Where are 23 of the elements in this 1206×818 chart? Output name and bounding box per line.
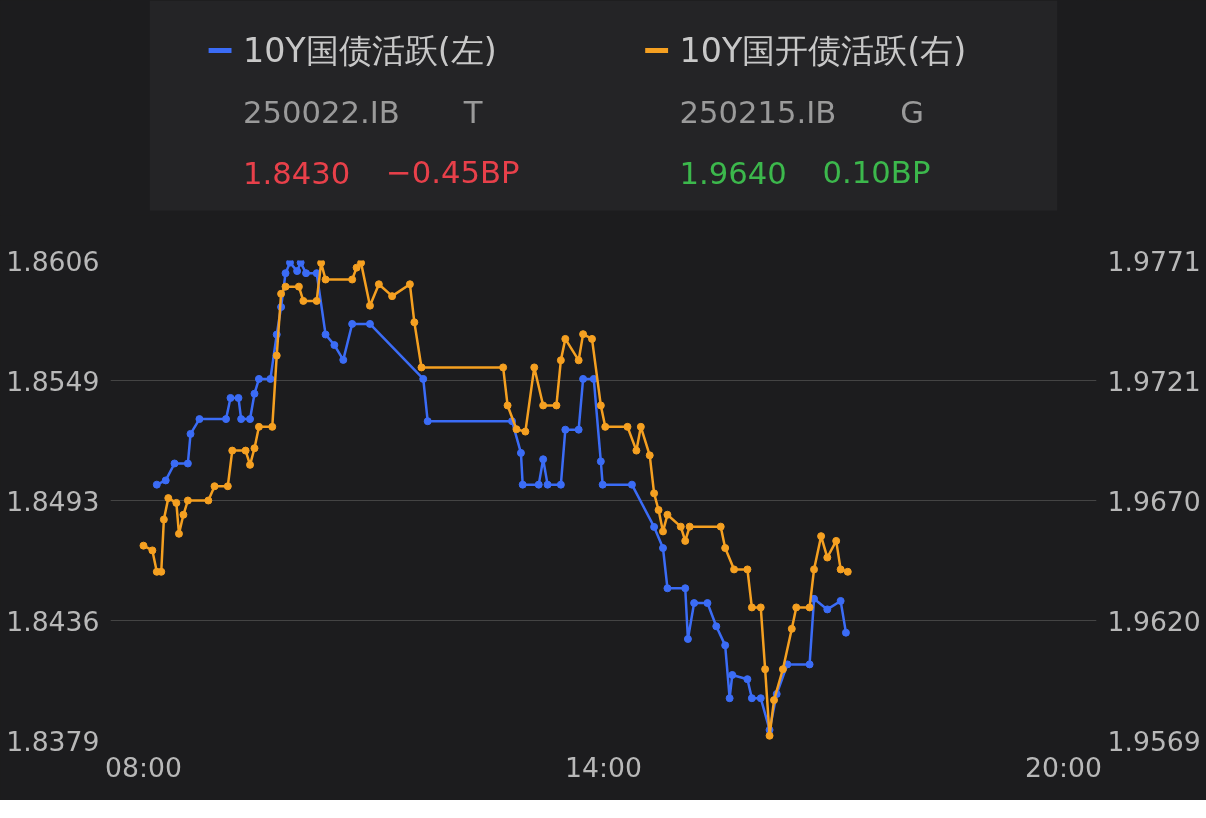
y-tick-label: 1.8379: [6, 725, 100, 757]
text: 1.9640: [679, 155, 787, 191]
y2-tick-label: 1.9721: [1107, 365, 1201, 397]
x-tick-label: 20:00: [1025, 751, 1102, 783]
legend-label: 10Y国债活跃(左): [242, 31, 497, 70]
text: 250215.IB: [679, 95, 837, 130]
y-tick-label: 1.8493: [6, 485, 100, 517]
text: 0.10BP: [822, 155, 931, 190]
y-tick-label: 1.8606: [6, 245, 100, 277]
x-tick-label: 08:00: [105, 751, 182, 783]
text: 1.8430: [242, 155, 351, 191]
y-tick-label: 1.8436: [6, 605, 100, 637]
text: G: [900, 95, 925, 130]
text: −0.45BP: [386, 155, 520, 190]
y2-tick-label: 1.9670: [1107, 485, 1201, 517]
text: T: [462, 95, 483, 130]
y2-tick-label: 1.9620: [1107, 605, 1201, 637]
y2-tick-label: 1.9771: [1107, 245, 1201, 277]
y-tick-label: 1.8549: [6, 365, 100, 397]
x-tick-label: 14:00: [565, 751, 642, 783]
y2-tick-label: 1.9569: [1107, 725, 1201, 757]
text: 250022.IB: [242, 95, 400, 130]
legend-label: 10Y国开债活跃(右): [679, 31, 967, 70]
